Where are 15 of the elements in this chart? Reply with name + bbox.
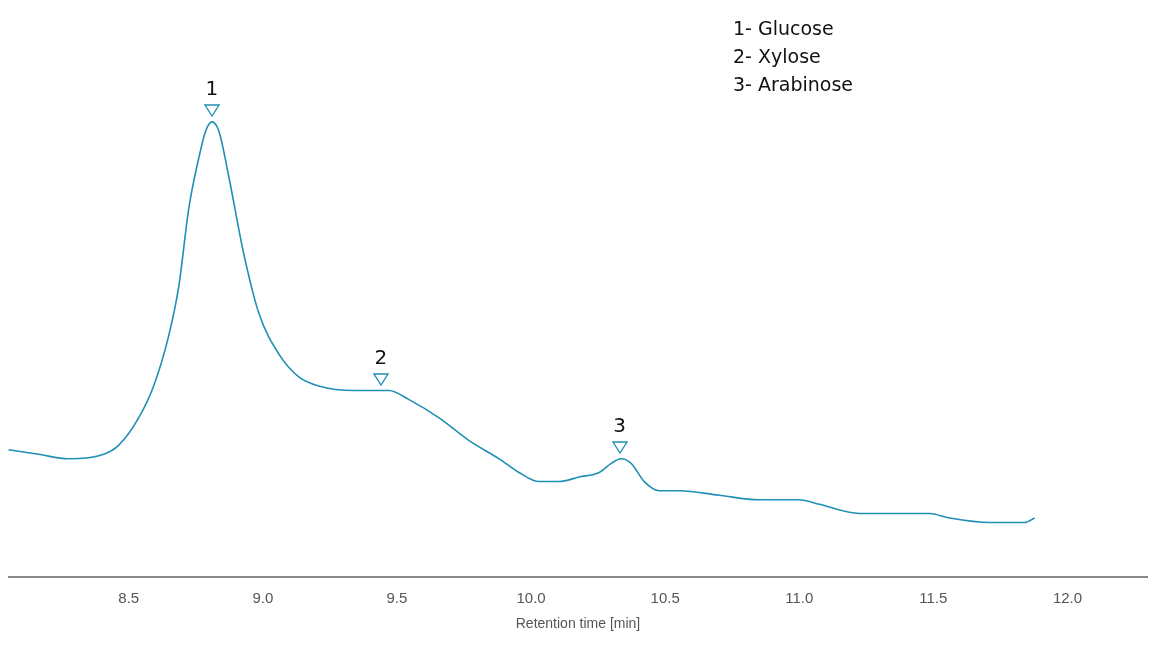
text: 1- Glucose bbox=[733, 16, 835, 41]
text: 3- Arabinose bbox=[733, 72, 854, 97]
x-tick-label: 9.0 bbox=[252, 589, 274, 607]
x-tick-label: 11.5 bbox=[919, 589, 948, 607]
x-tick-label: 10.0 bbox=[516, 589, 546, 607]
x-tick-label: 9.5 bbox=[386, 589, 408, 607]
x-tick-label: 10.5 bbox=[650, 589, 680, 607]
x-axis-title: Retention time [min] bbox=[515, 615, 641, 632]
x-tick-label: 11.0 bbox=[785, 589, 814, 607]
x-tick-label: 12.0 bbox=[1052, 589, 1083, 607]
text: 2- Xylose bbox=[733, 44, 822, 69]
x-tick-label: 8.5 bbox=[118, 589, 140, 607]
annotation: 3 bbox=[613, 413, 626, 438]
annotation: 2 bbox=[374, 344, 388, 369]
annotation: 1 bbox=[205, 76, 219, 101]
